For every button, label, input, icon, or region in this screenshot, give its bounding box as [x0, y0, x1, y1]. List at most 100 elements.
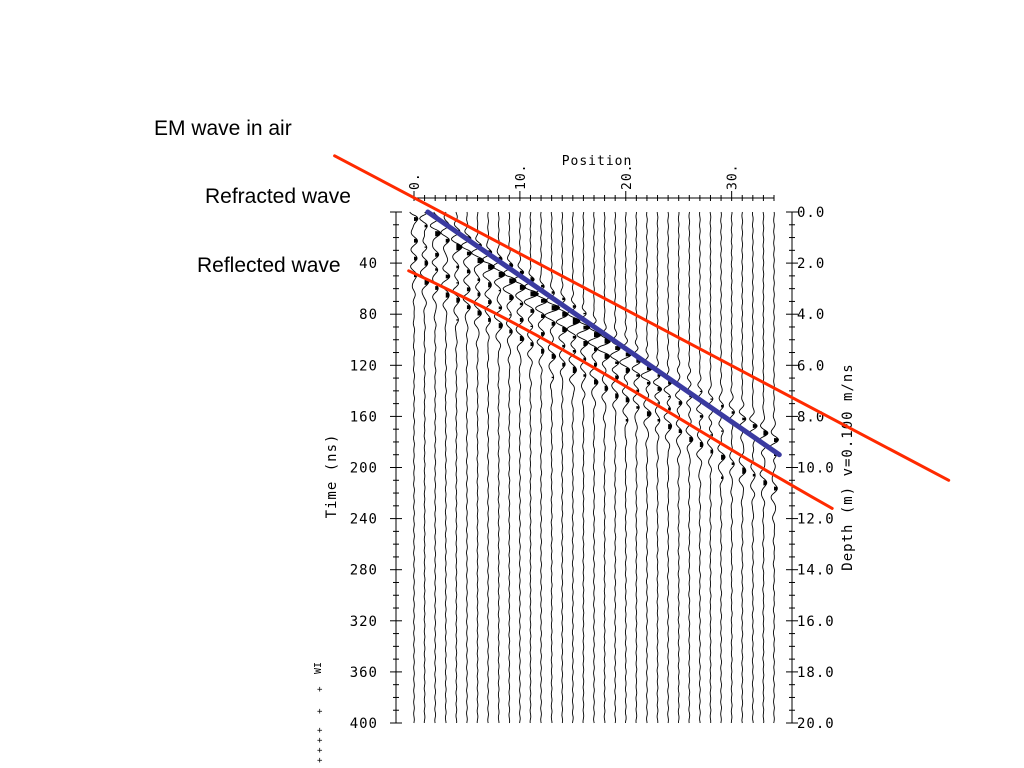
trace-line — [566, 211, 581, 724]
trace-fill — [646, 381, 651, 385]
trace-fill — [710, 434, 713, 436]
trace-line — [631, 211, 641, 724]
time-tick-label: 360 — [350, 665, 378, 681]
trace-fill — [604, 353, 610, 359]
svg-text:+: + — [317, 685, 323, 695]
trace-fill — [774, 438, 779, 442]
time-tick-label: 280 — [350, 563, 378, 579]
time-tick-label: 200 — [350, 461, 378, 477]
trace-line — [450, 211, 463, 724]
position-tick-label: 0. — [408, 172, 423, 190]
trace-fill — [551, 353, 556, 359]
trace-line — [675, 212, 683, 724]
trace-fill — [710, 449, 713, 454]
trace-fill — [466, 305, 471, 310]
trace-fill — [721, 430, 724, 432]
trace-fill — [657, 387, 662, 391]
position-tick-label: 30. — [726, 164, 741, 190]
trace-line — [685, 211, 694, 724]
trace-fill — [752, 424, 757, 428]
trace-fill — [625, 418, 628, 422]
trace-fill — [721, 404, 724, 408]
trace-fill — [774, 486, 778, 491]
trace-line — [502, 211, 517, 724]
trace-fill — [445, 274, 450, 279]
trace-fill — [699, 390, 702, 393]
trace-line — [429, 211, 441, 724]
trace-line — [663, 211, 673, 724]
trace-line — [748, 211, 758, 724]
depth-tick-label: 6.0 — [797, 358, 825, 374]
y-axis-right-label: Depth (m) v=0.100 m/ns — [840, 363, 856, 570]
trace-fill — [477, 310, 482, 316]
trace-fill — [562, 362, 566, 367]
trace-fill — [689, 436, 693, 442]
trace-fill — [731, 411, 735, 414]
trace-fill — [414, 238, 418, 243]
trace-fill — [498, 306, 502, 310]
trace-fill — [615, 375, 619, 380]
y-axis-left-label: Time (ns) — [324, 434, 340, 519]
trace-fill — [562, 326, 568, 333]
trace-fill — [678, 401, 682, 405]
trace-fill — [414, 217, 418, 221]
trace-fill — [541, 348, 544, 354]
trace-fill — [731, 462, 735, 465]
axes-group: 40 80 120 160 200 240 280 320 360 400 0.0 2.0 4.0 6.0… — [350, 164, 835, 732]
trace-line — [440, 211, 451, 724]
trace-fill — [519, 302, 523, 306]
trace-fill — [551, 321, 556, 326]
depth-tick-label: 10.0 — [797, 461, 835, 477]
svg-text:+: + — [317, 707, 323, 717]
position-tick-label: 20. — [620, 164, 635, 190]
trace-fill — [636, 406, 640, 409]
trace-fill — [530, 325, 533, 327]
trace-fill — [488, 282, 492, 288]
trace-fill — [583, 374, 586, 377]
trace-fill — [752, 473, 756, 477]
trace-line — [707, 211, 714, 723]
em-wave-label: EM wave in air — [154, 117, 292, 140]
trace-line — [534, 211, 548, 724]
trace-fill — [668, 424, 672, 430]
trace-fill — [710, 398, 713, 400]
trace-fill — [572, 305, 576, 308]
trace-fill — [519, 335, 524, 342]
trace-fill — [509, 329, 513, 334]
depth-tick-label: 20.0 — [797, 716, 835, 732]
trace-fill — [424, 260, 428, 266]
trace-fill — [551, 291, 555, 294]
depth-tick-label: 14.0 — [797, 563, 835, 579]
trace-fill — [488, 300, 492, 304]
depth-tick-label: 18.0 — [797, 665, 835, 681]
trace-line — [513, 211, 527, 724]
trace-fill — [477, 278, 480, 281]
reflected-wave-label: Reflected wave — [197, 254, 341, 277]
trace-fill — [699, 415, 703, 418]
annotation-lines — [333, 154, 951, 510]
trace-fill — [615, 361, 619, 365]
trace-fill — [498, 323, 503, 329]
trace-fill — [763, 430, 768, 436]
trace-line — [653, 211, 663, 723]
time-tick-label: 240 — [350, 512, 378, 528]
trace-fill — [594, 347, 598, 352]
x-axis-title: Position — [562, 154, 633, 169]
refracted-wave-line — [425, 209, 782, 458]
trace-fill — [541, 298, 548, 303]
trace-fill — [615, 346, 621, 350]
trace-fill — [456, 319, 459, 321]
trace-fill — [625, 367, 630, 373]
trace-fill — [498, 289, 501, 292]
trace-fill — [530, 309, 534, 313]
trace-fill — [562, 297, 565, 301]
trace-fill — [541, 332, 545, 336]
trace-fill — [583, 325, 590, 330]
trace-fill — [445, 238, 450, 243]
trace-line — [481, 211, 495, 724]
trace-fill — [678, 429, 682, 434]
trace-fill — [668, 407, 671, 411]
trace-fill — [615, 393, 619, 399]
trace-fill — [530, 277, 535, 281]
